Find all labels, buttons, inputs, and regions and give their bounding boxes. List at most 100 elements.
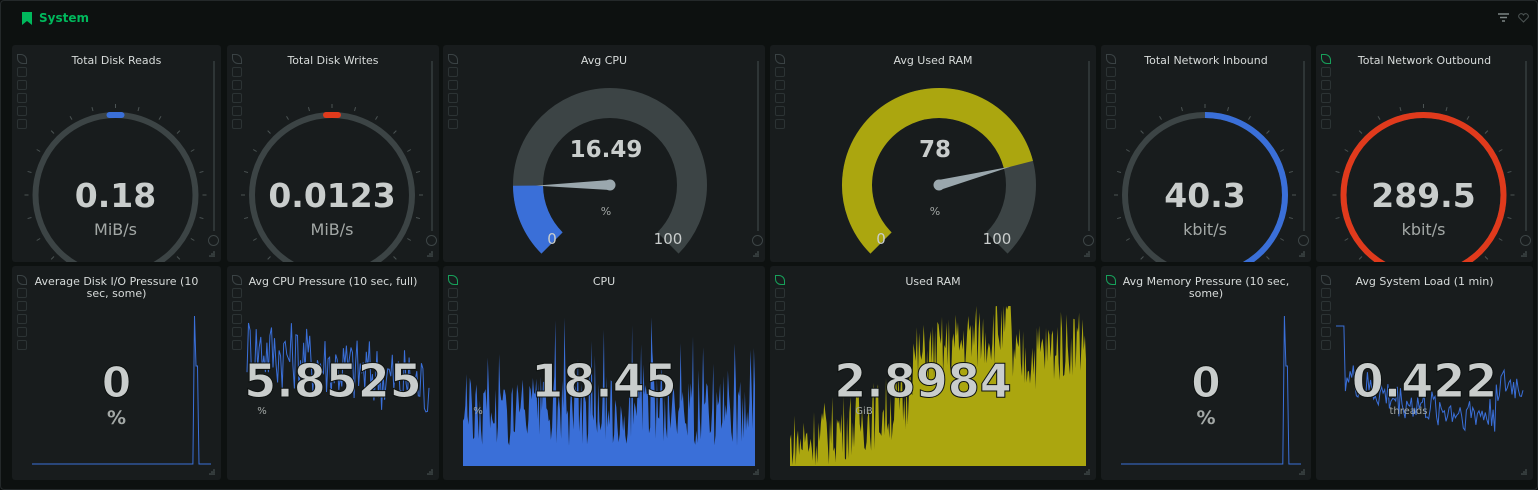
resize-handle-icon[interactable] (752, 468, 760, 476)
settings-icon[interactable] (1298, 235, 1309, 246)
panel-tool-icon[interactable] (1106, 327, 1116, 337)
panel-tool-icon[interactable] (448, 327, 458, 337)
resize-handle-icon[interactable] (1520, 468, 1528, 476)
panel-tool-icon[interactable] (1106, 67, 1116, 77)
panel-tool-icon[interactable] (775, 67, 785, 77)
panel-tool-icon[interactable] (17, 340, 27, 350)
panel-tool-icon[interactable] (1321, 119, 1331, 129)
panel-tool-icon[interactable] (17, 106, 27, 116)
resize-handle-icon[interactable] (208, 250, 216, 258)
panel-tool-icon[interactable] (1321, 288, 1331, 298)
settings-icon[interactable] (752, 235, 763, 246)
panel-tool-icon[interactable] (775, 80, 785, 90)
panel-scrollbar[interactable] (757, 61, 759, 231)
panel-tool-icon[interactable] (232, 340, 242, 350)
resize-handle-icon[interactable] (1298, 250, 1306, 258)
resize-handle-icon[interactable] (752, 250, 760, 258)
panel-tool-icon[interactable] (1321, 93, 1331, 103)
leaf-icon[interactable] (17, 54, 27, 64)
leaf-icon[interactable] (1106, 275, 1116, 285)
section-title[interactable]: System (39, 11, 89, 25)
resize-handle-icon[interactable] (1083, 250, 1091, 258)
settings-icon[interactable] (1083, 235, 1094, 246)
panel-scrollbar[interactable] (1303, 61, 1305, 231)
panel-tool-icon[interactable] (1321, 80, 1331, 90)
panel-tool-icon[interactable] (775, 119, 785, 129)
panel-tool-icon[interactable] (448, 340, 458, 350)
panel-tool-icon[interactable] (17, 314, 27, 324)
panel-tool-icon[interactable] (17, 80, 27, 90)
panel-tool-icon[interactable] (232, 93, 242, 103)
panel-scrollbar[interactable] (213, 61, 215, 231)
resize-handle-icon[interactable] (208, 468, 216, 476)
panel-tool-icon[interactable] (1321, 67, 1331, 77)
leaf-icon[interactable] (232, 275, 242, 285)
leaf-icon[interactable] (17, 275, 27, 285)
panel-tool-icon[interactable] (1106, 80, 1116, 90)
panel-tool-icon[interactable] (232, 327, 242, 337)
panel-tool-icon[interactable] (775, 288, 785, 298)
panel-scrollbar[interactable] (1088, 61, 1090, 231)
panel-tool-icon[interactable] (232, 119, 242, 129)
resize-handle-icon[interactable] (1520, 250, 1528, 258)
leaf-icon[interactable] (232, 54, 242, 64)
panel-tool-icon[interactable] (1106, 301, 1116, 311)
panel-tool-icon[interactable] (448, 93, 458, 103)
panel-tool-icon[interactable] (448, 288, 458, 298)
panel-tool-icon[interactable] (232, 288, 242, 298)
panel-tool-icon[interactable] (448, 314, 458, 324)
leaf-icon[interactable] (775, 275, 785, 285)
leaf-icon[interactable] (448, 275, 458, 285)
panel-tool-icon[interactable] (1106, 119, 1116, 129)
panel-tool-icon[interactable] (1106, 106, 1116, 116)
panel-tool-icon[interactable] (775, 314, 785, 324)
resize-handle-icon[interactable] (426, 250, 434, 258)
panel-tool-icon[interactable] (232, 80, 242, 90)
leaf-icon[interactable] (448, 54, 458, 64)
panel-tool-icon[interactable] (232, 106, 242, 116)
leaf-icon[interactable] (775, 54, 785, 64)
panel-tool-icon[interactable] (775, 340, 785, 350)
panel-tool-icon[interactable] (1321, 340, 1331, 350)
panel-tool-icon[interactable] (448, 119, 458, 129)
panel-title: Total Network Outbound (1357, 54, 1492, 67)
panel-tool-icon[interactable] (1106, 314, 1116, 324)
panel-tool-icon[interactable] (17, 67, 27, 77)
panel-tool-icon[interactable] (232, 314, 242, 324)
panel-tool-icon[interactable] (448, 80, 458, 90)
panel-tool-icon[interactable] (17, 119, 27, 129)
panel-tool-icon[interactable] (1321, 327, 1331, 337)
panel-tool-icon[interactable] (448, 106, 458, 116)
panel-tool-icon[interactable] (17, 327, 27, 337)
panel-tool-icon[interactable] (17, 301, 27, 311)
leaf-icon[interactable] (1321, 275, 1331, 285)
filter-icon[interactable] (1498, 13, 1509, 22)
settings-icon[interactable] (208, 235, 219, 246)
panel-tool-icon[interactable] (232, 67, 242, 77)
panel-tool-icon[interactable] (775, 301, 785, 311)
panel-tool-icon[interactable] (775, 106, 785, 116)
panel-tool-icon[interactable] (1321, 314, 1331, 324)
resize-handle-icon[interactable] (1083, 468, 1091, 476)
panel-tool-icon[interactable] (17, 288, 27, 298)
panel-scrollbar[interactable] (431, 61, 433, 231)
panel-tool-icon[interactable] (17, 93, 27, 103)
panel-tool-icon[interactable] (1106, 340, 1116, 350)
resize-handle-icon[interactable] (426, 468, 434, 476)
panel-tool-icon[interactable] (1106, 93, 1116, 103)
panel-tool-icon[interactable] (448, 67, 458, 77)
panel-tool-icon[interactable] (775, 327, 785, 337)
panel-tool-icon[interactable] (1321, 106, 1331, 116)
panel-tool-icon[interactable] (775, 93, 785, 103)
panel-tool-icon[interactable] (232, 301, 242, 311)
panel-tool-icon[interactable] (1106, 288, 1116, 298)
heart-icon[interactable] (1518, 13, 1529, 23)
leaf-icon[interactable] (1106, 54, 1116, 64)
leaf-icon[interactable] (1321, 54, 1331, 64)
panel-scrollbar[interactable] (1525, 61, 1527, 231)
settings-icon[interactable] (1520, 235, 1531, 246)
resize-handle-icon[interactable] (1298, 468, 1306, 476)
settings-icon[interactable] (426, 235, 437, 246)
panel-tool-icon[interactable] (1321, 301, 1331, 311)
panel-tool-icon[interactable] (448, 301, 458, 311)
